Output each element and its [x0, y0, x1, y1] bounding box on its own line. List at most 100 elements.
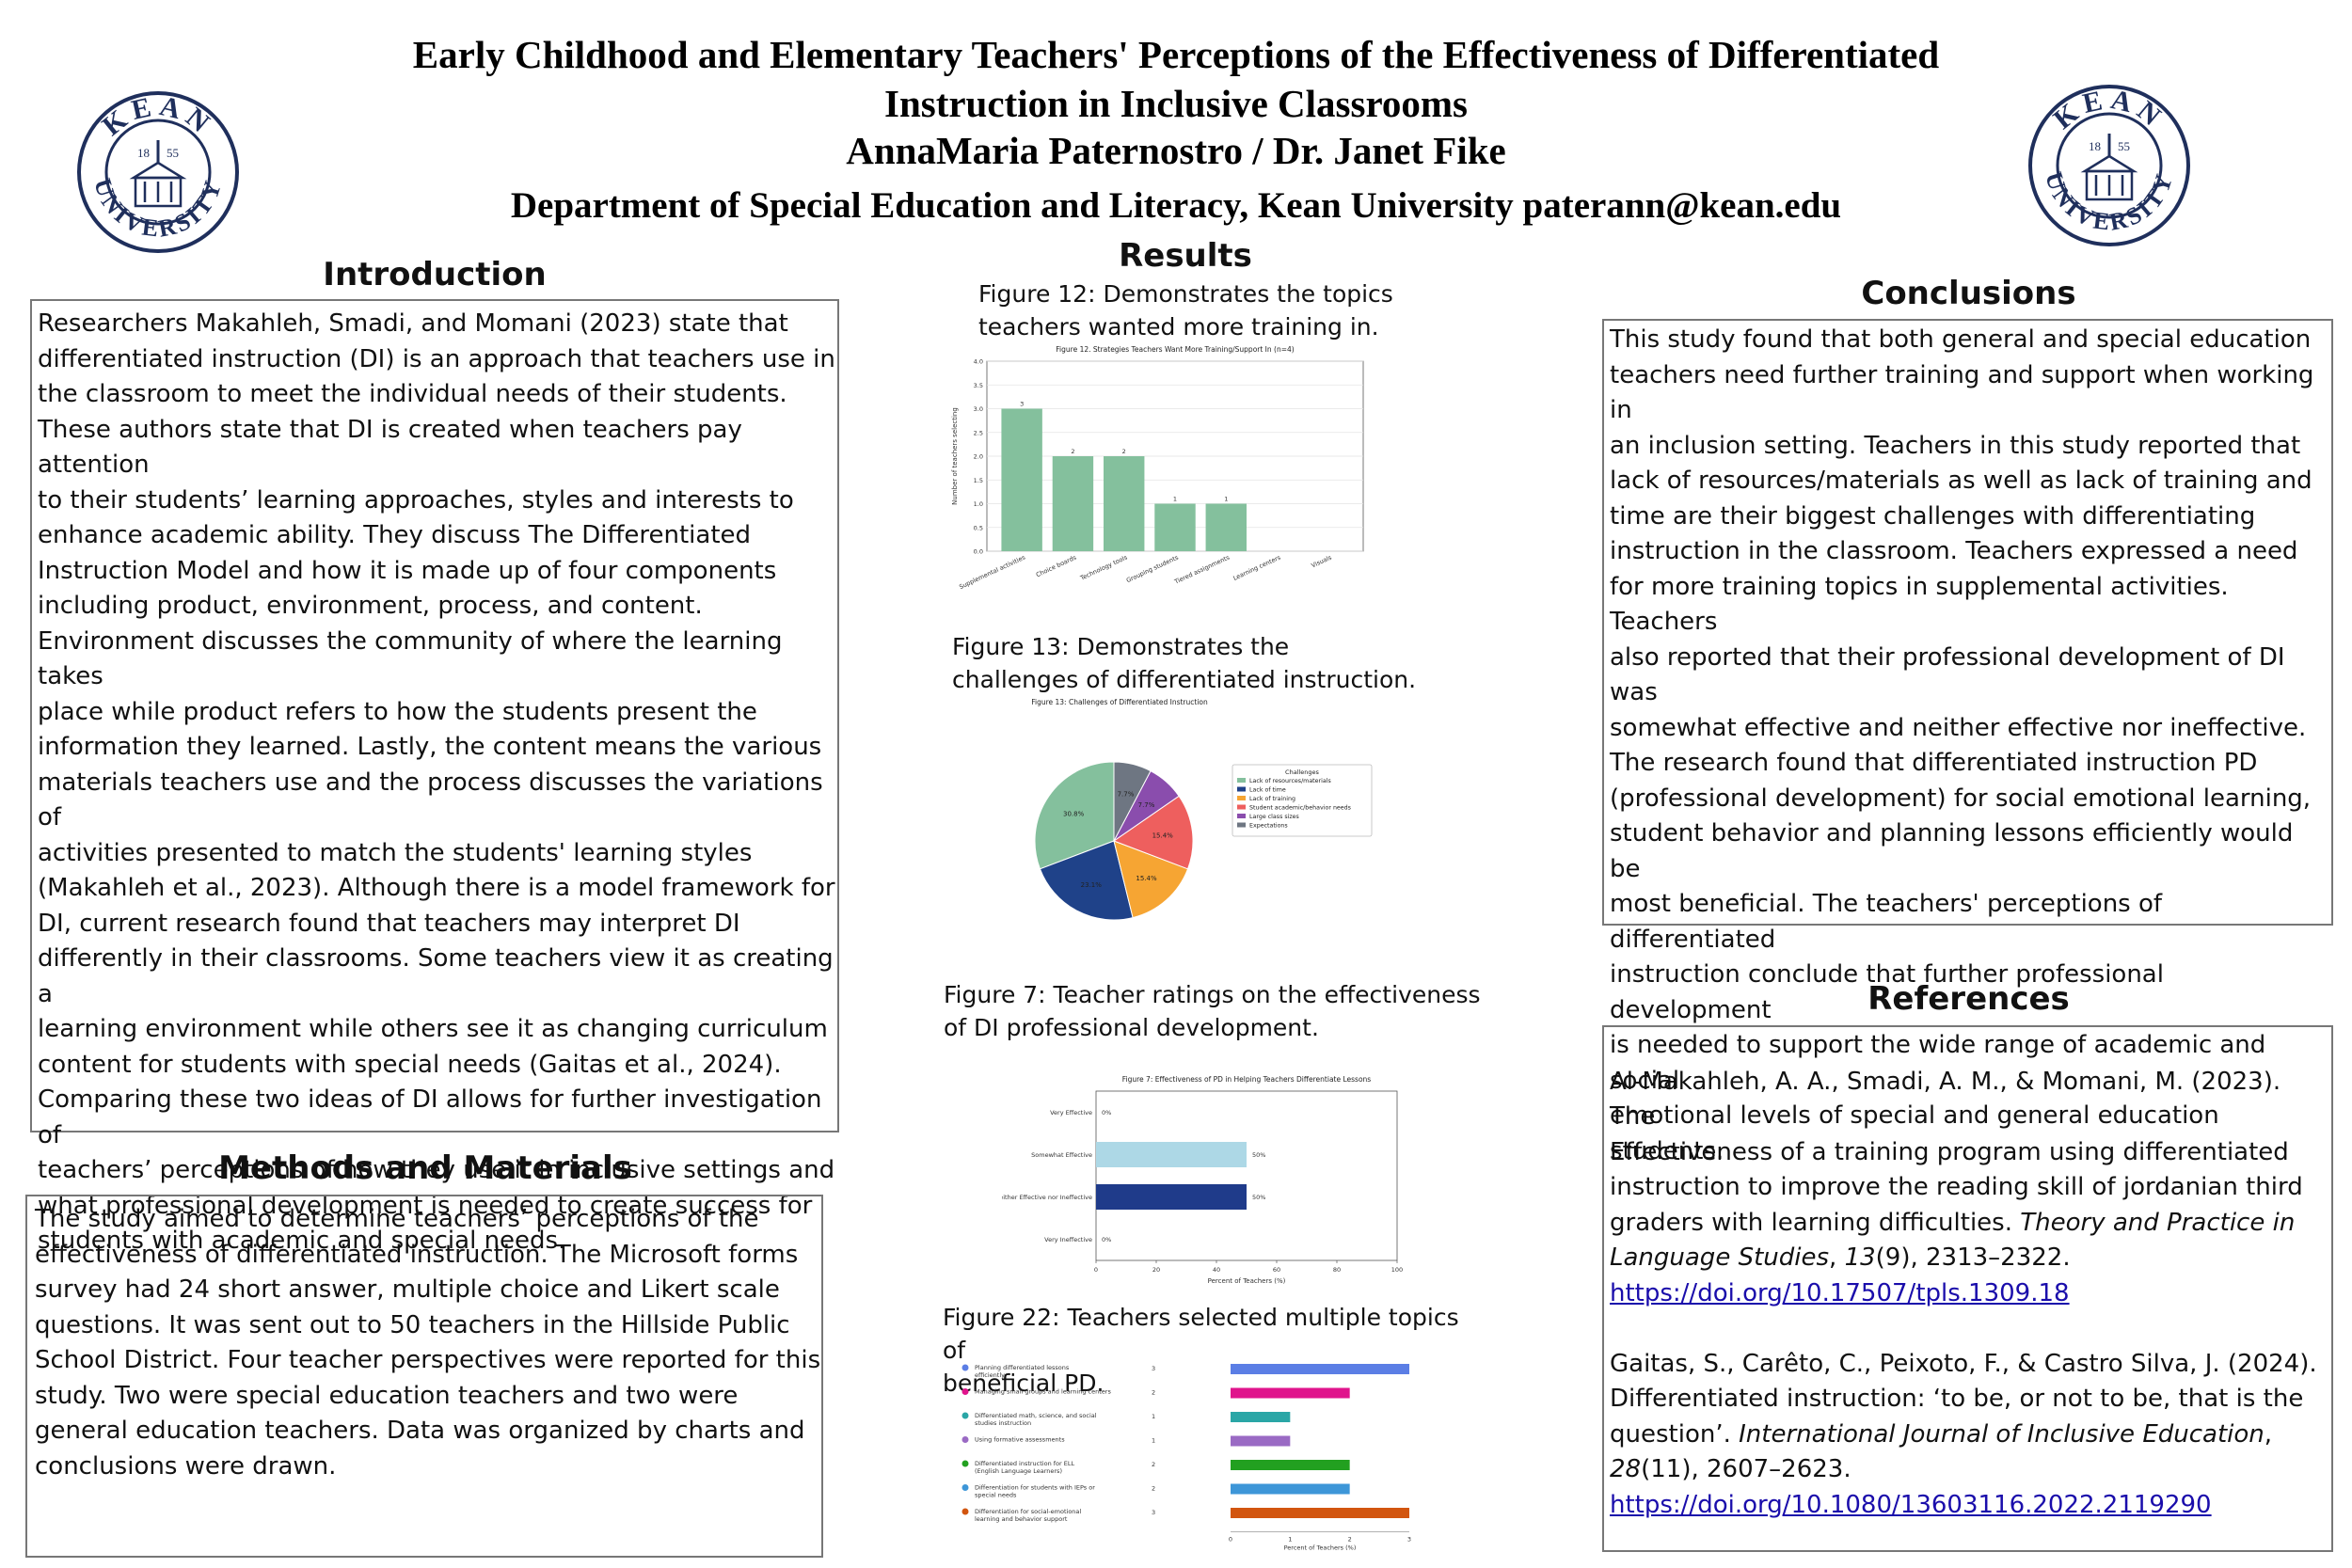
fig12-data-label: 2 [1122, 448, 1126, 455]
fig12-ytick-label: 4.0 [974, 358, 983, 366]
introduction-box: Researchers Makahleh, Smadi, and Momani … [30, 299, 839, 1255]
fig22-topic-label: Planning differentiated lessons [975, 1364, 1070, 1371]
fig22-topic-label: learning and behavior support [975, 1515, 1068, 1523]
fig12-svg: Figure 12. Strategies Teachers Want More… [951, 345, 1364, 591]
introduction-text: Researchers Makahleh, Smadi, and Momani … [38, 309, 835, 1255]
fig12-bar [1001, 408, 1042, 551]
fig13-chart: Figure 13: Challenges of Differentiated … [997, 691, 1430, 931]
fig13-slice [1034, 761, 1115, 870]
fig12-xtick-label: Choice boards [1035, 553, 1078, 578]
references-heading: References [1867, 980, 2070, 1018]
svg-text:18: 18 [137, 146, 150, 160]
fig22-topic-label: Managing small groups and learning cente… [975, 1388, 1111, 1396]
results-heading: Results [1119, 237, 1252, 275]
fig22-count-label: 2 [1152, 1461, 1155, 1468]
fig13-legend-swatch [1237, 814, 1246, 818]
fig12-caption: Figure 12: Demonstrates the topics teach… [978, 280, 1393, 341]
fig7-data-label: 0% [1102, 1109, 1111, 1117]
fig22-topic-label: Differentiated instruction for ELL [975, 1460, 1074, 1467]
methods-text: The study aimed to determine teachers’ p… [35, 1205, 821, 1481]
fig22-bar [1231, 1435, 1291, 1447]
fig13-pct-label: 15.4% [1152, 832, 1174, 840]
fig22-dot-icon [961, 1388, 969, 1395]
fig22-chart: Planning differentiated lessons efficient… [950, 1354, 1421, 1557]
fig13-legend-swatch [1237, 822, 1246, 828]
fig22-dot-icon [961, 1460, 969, 1467]
fig13-legend-label: Student academic/behavior needs [1249, 805, 1351, 812]
fig12-ytick-label: 2.5 [974, 429, 983, 436]
fig12-ytick-label: 3.0 [974, 405, 983, 413]
fig12-xtick-label: Supplemental activities [958, 553, 1026, 591]
fig13-slice [1113, 840, 1189, 919]
fig22-bar [1231, 1460, 1350, 1470]
fig7-data-label: 0% [1102, 1236, 1111, 1243]
fig12-ytick-label: 0.5 [974, 524, 983, 531]
fig22-xlabel: Percent of Teachers (%) [1284, 1544, 1357, 1552]
fig13-slice [1113, 761, 1152, 842]
fig12-xtick-label: Visuals [1311, 553, 1334, 569]
svg-text:55: 55 [167, 146, 179, 160]
fig7-xtick-label: 60 [1273, 1266, 1280, 1274]
fig12-ytick-label: 3.5 [974, 382, 983, 389]
fig7-svg: Figure 7: Effectiveness of PD in Helping… [994, 1075, 1403, 1285]
fig12-bar [1104, 456, 1145, 551]
fig12-data-label: 2 [1071, 448, 1074, 455]
fig13-legend-swatch [1237, 796, 1246, 800]
fig13-pct-label: 7.7% [1138, 801, 1155, 809]
fig12-ytick-label: 2.0 [974, 453, 983, 461]
fig7-xtick-label: 100 [1391, 1266, 1403, 1274]
fig12-chart: Figure 12. Strategies Teachers Want More… [946, 341, 1378, 599]
fig7-title: Figure 7: Effectiveness of PD in Helping… [1122, 1075, 1372, 1084]
fig13-legend-label: Expectations [1249, 823, 1288, 830]
fig22-bar [1231, 1508, 1409, 1518]
fig7-xtick-label: 40 [1213, 1266, 1220, 1274]
svg-text:18: 18 [2089, 139, 2101, 153]
conclusions-heading: Conclusions [1861, 275, 2076, 312]
kean-logo-left: KEAN UNIVERSITY 18 55 [77, 90, 239, 253]
ref2-authors-title: Gaitas, S., Carêto, C., Peixoto, F., & C… [1610, 1349, 2317, 1449]
introduction-heading: Introduction [323, 256, 547, 293]
fig22-bar [1231, 1364, 1409, 1374]
fig7-plot-area [1095, 1090, 1398, 1261]
fig22-topic-label: Differentiated math, science, and social [975, 1412, 1097, 1419]
fig22-xtick-label: 1 [1288, 1536, 1292, 1544]
poster-title-line-2: Instruction in Inclusive Classrooms [883, 82, 1469, 125]
fig7-data-label: 50% [1252, 1194, 1265, 1201]
fig12-ytick-label: 0.0 [974, 548, 983, 556]
fig22-topic-label: efficiently [975, 1371, 1005, 1379]
fig22-topic-label: studies instruction [975, 1419, 1031, 1427]
fig12-xtick-label: Learning centers [1232, 553, 1282, 582]
fig13-title: Figure 13: Challenges of Differentiated … [1031, 698, 1208, 706]
fig22-count-label: 1 [1152, 1437, 1155, 1445]
fig13-legend-swatch [1237, 786, 1246, 792]
ref1-sep: , [1829, 1243, 1845, 1272]
fig7-xtick-label: 80 [1333, 1266, 1341, 1274]
fig22-dot-icon [961, 1484, 969, 1491]
fig13-slice [1112, 795, 1194, 870]
methods-box: The study aimed to determine teachers’ p… [25, 1195, 823, 1558]
poster-title-line-1: Early Childhood and Elementary Teachers'… [412, 33, 1940, 76]
fig13-pct-label: 7.7% [1118, 790, 1135, 798]
ref1-doi-link[interactable]: https://doi.org/10.17507/tpls.1309.18 [1610, 1278, 2070, 1307]
ref1-journal: Theory and Practice in Language Studies [1610, 1208, 2296, 1273]
conclusions-text: This study found that both general and s… [1610, 325, 2314, 1165]
fig22-topic-label: special needs [975, 1492, 1017, 1499]
fig22-bar [1231, 1483, 1350, 1495]
fig22-count-label: 2 [1152, 1389, 1155, 1397]
fig22-count-label: 2 [1152, 1485, 1155, 1493]
svg-text:55: 55 [2118, 139, 2130, 153]
methods-heading: Methods and Materials [218, 1149, 632, 1187]
fig7-ytick-label: Neither Effective nor Ineffective [1002, 1194, 1092, 1201]
kean-logo-right: KEAN UNIVERSITY 18 55 [2028, 84, 2190, 246]
fig13-legend-swatch [1237, 804, 1246, 810]
fig22-topic-label: Differentiation for social-emotional [975, 1508, 1081, 1515]
ref2-doi-link[interactable]: https://doi.org/10.1080/13603116.2022.21… [1610, 1490, 2212, 1519]
fig12-bar [1205, 503, 1247, 551]
fig22-xtick-label: 2 [1348, 1536, 1352, 1544]
fig12-data-label: 1 [1173, 496, 1177, 503]
ref2-pages: (11), 2607–2623. [1641, 1455, 1851, 1483]
fig7-data-label: 50% [1252, 1151, 1265, 1159]
fig7-xtick-label: 20 [1152, 1266, 1160, 1274]
fig22-count-label: 1 [1152, 1413, 1155, 1420]
ref1-pages: (9), 2313–2322. [1875, 1243, 2071, 1272]
